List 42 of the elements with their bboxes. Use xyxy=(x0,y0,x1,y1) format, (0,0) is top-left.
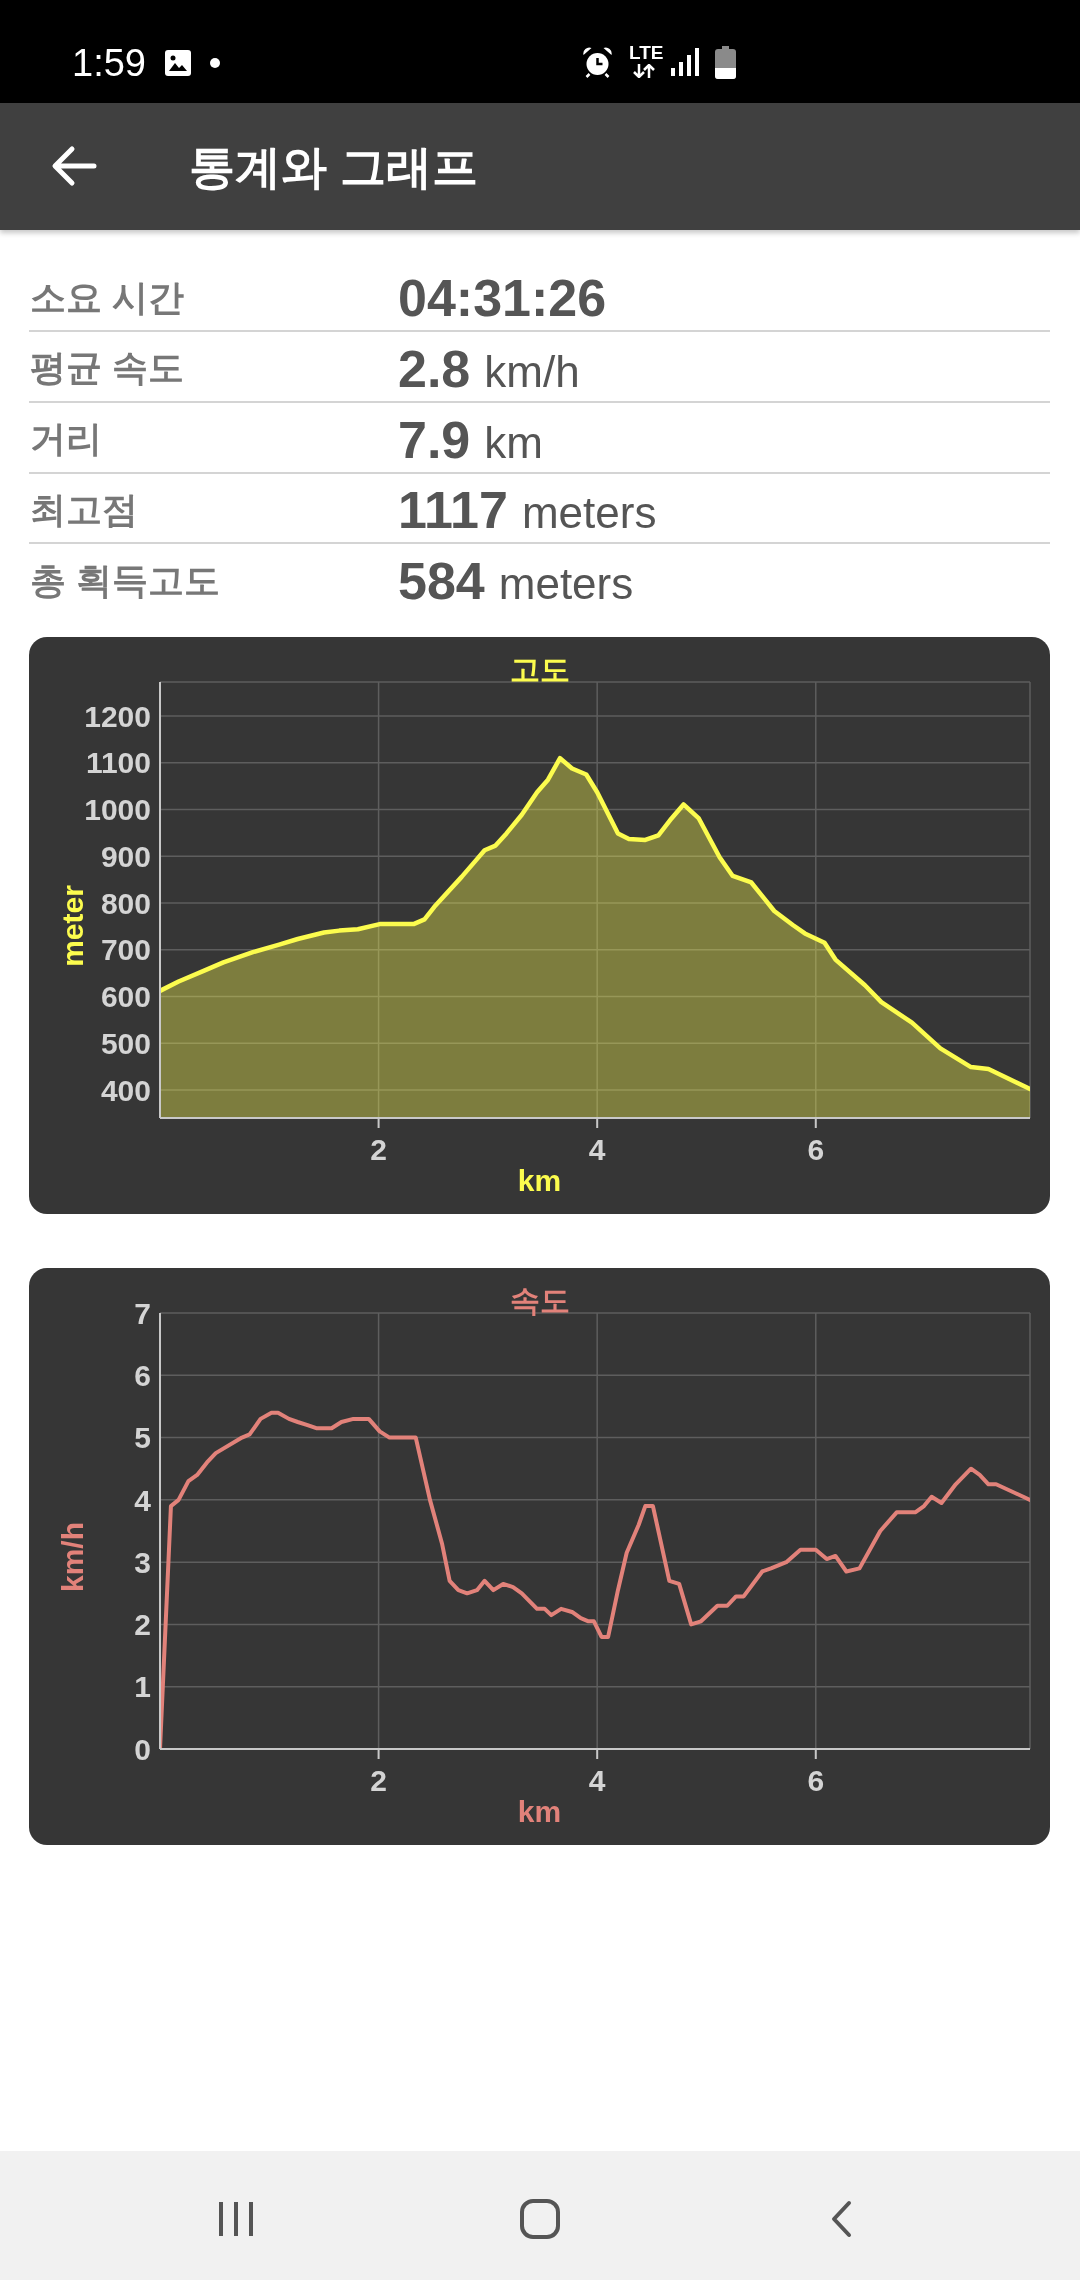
chart-title: 속도 xyxy=(509,1284,570,1317)
text: 1117 meters xyxy=(398,480,657,542)
text: 평균 속도 xyxy=(30,346,185,391)
text: 거리 xyxy=(30,417,102,462)
x-tick-label: 6 xyxy=(807,1133,825,1167)
x-tick-label: 4 xyxy=(588,1133,606,1167)
text: LTE xyxy=(629,42,664,63)
y-tick-label: 1000 xyxy=(84,793,151,827)
y-tick-label: 6 xyxy=(134,1358,151,1392)
x-tick-label: 2 xyxy=(370,1764,387,1798)
y-tick-label: 7 xyxy=(134,1296,151,1330)
chart-title: 고도 xyxy=(509,653,570,686)
text: 소요 시간 xyxy=(30,275,185,320)
y-tick-label: 4 xyxy=(134,1483,152,1517)
y-tick-label: 3 xyxy=(134,1545,151,1579)
y-tick-label: 400 xyxy=(100,1073,151,1107)
text: 04:31:26 xyxy=(398,268,607,329)
y-tick-label: 2 xyxy=(134,1608,151,1642)
y-tick-label: 1200 xyxy=(84,699,151,733)
text: 최고점 xyxy=(30,487,138,532)
y-tick-label: 0 xyxy=(134,1732,151,1766)
y-tick-label: 900 xyxy=(100,839,151,873)
text: 584 meters xyxy=(398,551,634,613)
x-tick-label: 6 xyxy=(807,1764,825,1798)
y-tick-label: 700 xyxy=(100,933,151,967)
y-tick-label: 600 xyxy=(100,980,151,1014)
x-tick-label: 2 xyxy=(370,1133,387,1167)
y-tick-label: 800 xyxy=(100,886,151,920)
y-tick-label: 1 xyxy=(134,1670,151,1704)
y-axis-title: km/h xyxy=(56,1521,89,1593)
y-tick-label: 500 xyxy=(100,1026,151,1060)
text: 1:59 xyxy=(72,42,146,84)
text: 총 획득고도 xyxy=(30,558,221,603)
text: 7.9 km xyxy=(398,409,543,471)
text: 통계와 그래프 xyxy=(189,141,478,193)
text: 2.8 km/h xyxy=(398,338,580,400)
x-tick-label: 4 xyxy=(588,1764,606,1798)
y-tick-label: 1100 xyxy=(85,746,151,780)
x-axis-title: km xyxy=(517,1795,562,1828)
y-axis-title: meter xyxy=(56,885,89,967)
y-tick-label: 5 xyxy=(134,1421,151,1455)
x-axis-title: km xyxy=(517,1164,562,1197)
